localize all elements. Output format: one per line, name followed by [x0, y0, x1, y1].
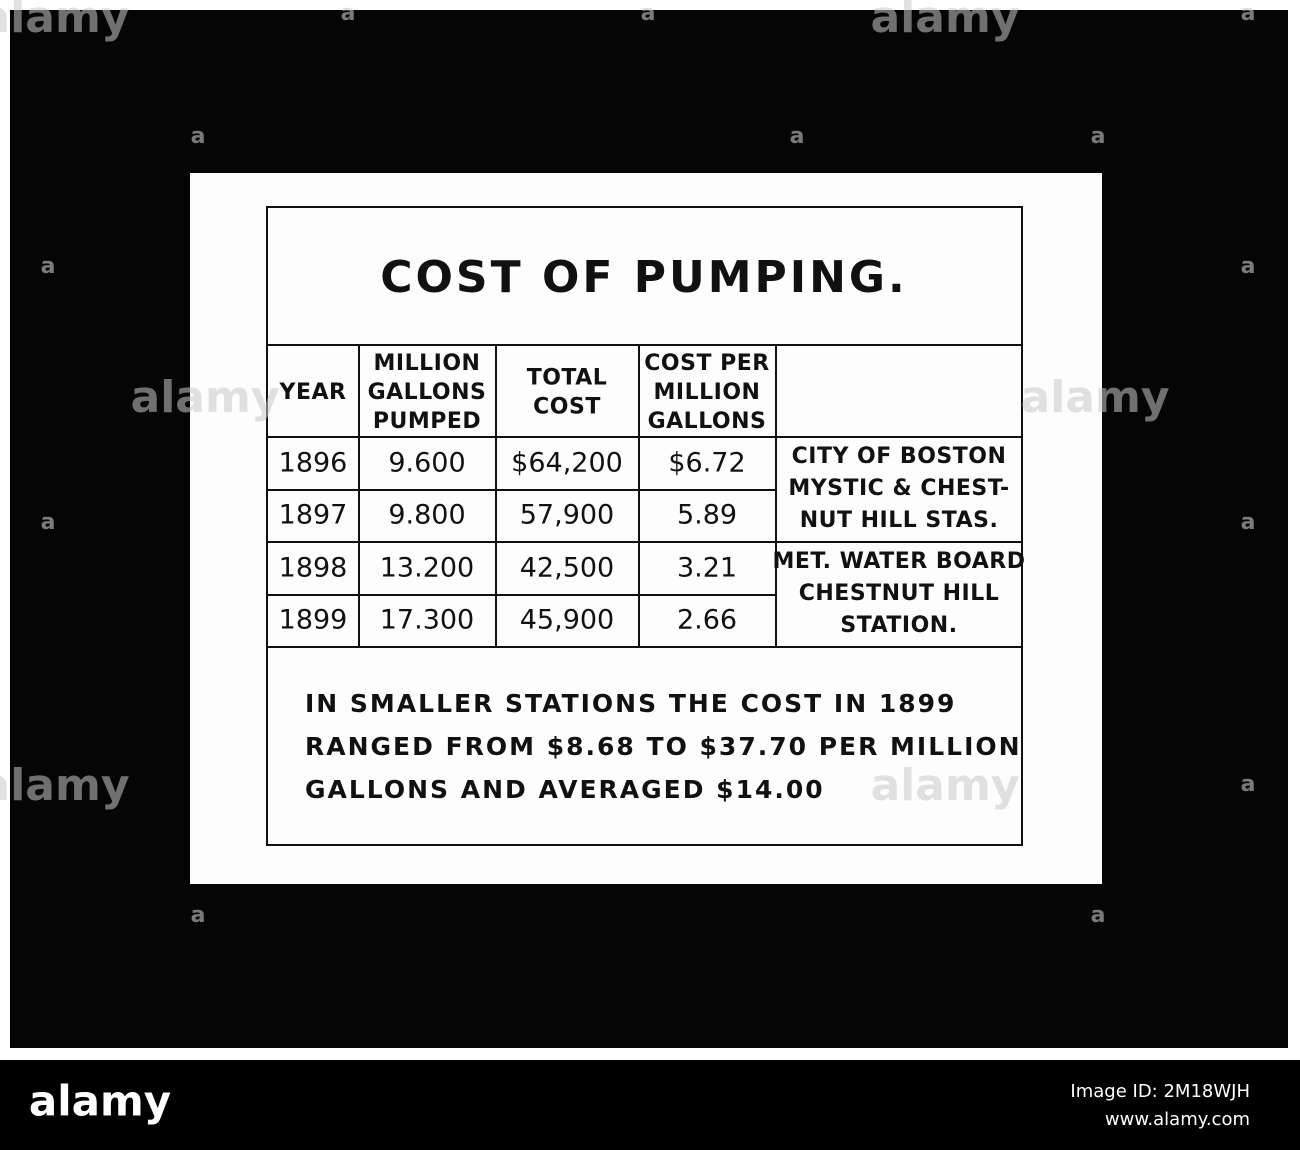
title: COST OF PUMPING. — [380, 252, 908, 303]
watermark-mark: a — [41, 254, 56, 279]
station-label: CHESTNUT HILL — [799, 581, 1000, 606]
table-cell: 42,500 — [520, 553, 614, 584]
table-cell: 9.800 — [388, 500, 465, 531]
note-line: GALLONS AND AVERAGED $14.00 — [305, 775, 825, 804]
watermark-mark: a — [1091, 124, 1106, 149]
footer-logo: alamy — [29, 1077, 171, 1126]
station-label: MYSTIC & CHEST- — [788, 476, 1009, 501]
watermark-mark: a — [41, 510, 56, 535]
table-cell: 17.300 — [380, 605, 474, 636]
watermark-mark: a — [1241, 510, 1256, 535]
header-cell: PUMPED — [373, 409, 481, 434]
table-cell: 1897 — [279, 500, 348, 531]
footer-url: www.alamy.com — [1105, 1109, 1250, 1130]
note-line: IN SMALLER STATIONS THE COST IN 1899 — [305, 689, 956, 718]
table-cell: 45,900 — [520, 605, 614, 636]
card — [190, 173, 1102, 884]
table-lines — [266, 206, 1023, 846]
image-id: Image ID: 2M18WJH — [1070, 1081, 1250, 1102]
watermark: alamy — [871, 760, 1020, 811]
footer-bar — [0, 1060, 1300, 1150]
station-label: CITY OF BOSTON — [792, 444, 1007, 469]
station-label: MET. WATER BOARD — [773, 549, 1026, 574]
station-label: NUT HILL STAS. — [800, 508, 999, 533]
table-cell: $6.72 — [668, 448, 745, 479]
table-cell: 1896 — [279, 448, 348, 479]
note-line: RANGED FROM $8.68 TO $37.70 PER MILLION — [305, 732, 1022, 761]
table-cell: 1898 — [279, 553, 348, 584]
watermark-mark: a — [341, 1, 356, 26]
station-label: STATION. — [840, 613, 957, 638]
watermark-mark: a — [790, 124, 805, 149]
table-cell: 57,900 — [520, 500, 614, 531]
watermark-mark: a — [641, 1, 656, 26]
header-cell: YEAR — [279, 380, 347, 405]
watermark: alamy — [131, 372, 280, 423]
watermark-mark: a — [191, 903, 206, 928]
table-cell: 2.66 — [677, 605, 737, 636]
header-cell: COST — [533, 395, 601, 420]
table-cell: 3.21 — [677, 553, 737, 584]
table-cell: 5.89 — [677, 500, 737, 531]
header-cell: TOTAL — [527, 366, 608, 391]
header-cell: GALLONS — [368, 380, 487, 405]
watermark: alamy — [871, 0, 1020, 43]
table-cell: 13.200 — [380, 553, 474, 584]
header-cell: MILLION — [374, 351, 481, 376]
watermark-mark: a — [1241, 254, 1256, 279]
watermark-mark: a — [191, 124, 206, 149]
watermark: alamy — [0, 0, 130, 43]
watermark: alamy — [1021, 372, 1170, 423]
watermark: alamy — [0, 760, 130, 811]
table-cell: 1899 — [279, 605, 348, 636]
table-cell: $64,200 — [511, 448, 623, 479]
watermark-mark: a — [1241, 772, 1256, 797]
table-cell: 9.600 — [388, 448, 465, 479]
header-cell: MILLION — [654, 380, 761, 405]
watermark-mark: a — [1091, 903, 1106, 928]
header-cell: COST PER — [644, 351, 769, 376]
header-cell: GALLONS — [648, 409, 767, 434]
watermark-mark: a — [1241, 1, 1256, 26]
